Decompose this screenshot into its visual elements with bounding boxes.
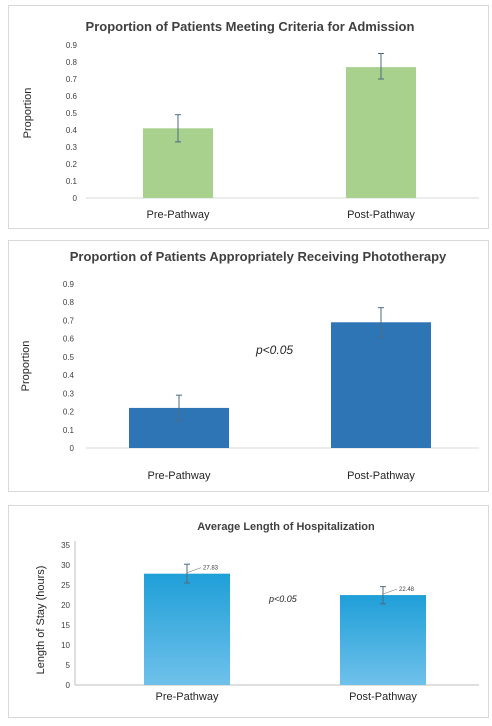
y-tick-label: 0.4 xyxy=(63,371,75,380)
x-tick-label: Pre-Pathway xyxy=(148,470,211,482)
y-tick-label: 20 xyxy=(61,601,70,610)
y-tick-label: 30 xyxy=(61,561,70,570)
x-tick-label: Post-Pathway xyxy=(347,209,415,221)
y-tick-label: 25 xyxy=(61,581,70,590)
y-axis-label: Length of Stay (hours) xyxy=(35,566,47,675)
y-tick-label: 0.2 xyxy=(63,408,75,417)
chart-panel-admission: Proportion of Patients Meeting Criteria … xyxy=(8,5,489,229)
y-tick-label: 0.9 xyxy=(66,41,78,50)
y-tick-label: 5 xyxy=(66,661,71,670)
bar-post-pathway xyxy=(340,595,426,685)
y-tick-label: 10 xyxy=(61,641,70,650)
chart-panel-length-of-stay: Average Length of Hospitalization Length… xyxy=(8,505,489,718)
chart-phototherapy: Proportion of Patients Appropriately Rec… xyxy=(20,249,479,482)
data-label: 27.83 xyxy=(203,566,219,572)
x-tick-label: Post-Pathway xyxy=(347,470,415,482)
y-tick-label: 0 xyxy=(70,444,75,453)
x-tick-label: Post-Pathway xyxy=(349,691,417,703)
y-tick-label: 0 xyxy=(66,681,71,690)
y-axis-label: Proportion xyxy=(22,88,34,139)
y-tick-label: 0.5 xyxy=(63,353,75,362)
data-label-leader xyxy=(382,588,398,595)
y-tick-label: 35 xyxy=(61,541,70,550)
y-tick-label: 0.3 xyxy=(66,143,78,152)
x-tick-label: Pre-Pathway xyxy=(156,691,219,703)
y-tick-label: 0.1 xyxy=(66,177,78,186)
y-axis-label: Proportion xyxy=(20,341,32,392)
y-tick-label: 0.7 xyxy=(66,75,78,84)
chart-admission: Proportion of Patients Meeting Criteria … xyxy=(22,19,479,221)
y-tick-label: 0.3 xyxy=(63,389,75,398)
x-tick-label: Pre-Pathway xyxy=(147,209,210,221)
data-label-leader xyxy=(186,567,202,573)
significance-annotation: p<0.05 xyxy=(268,594,298,604)
y-tick-label: 0.2 xyxy=(66,160,78,169)
y-tick-label: 0.9 xyxy=(63,280,75,289)
y-tick-label: 0.1 xyxy=(63,426,75,435)
chart-title: Proportion of Patients Appropriately Rec… xyxy=(70,249,447,264)
chart-title: Average Length of Hospitalization xyxy=(197,521,375,533)
chart-title: Proportion of Patients Meeting Criteria … xyxy=(86,19,415,34)
bar-post-pathway xyxy=(346,67,416,198)
y-tick-label: 15 xyxy=(61,621,70,630)
chart-panel-phototherapy: Proportion of Patients Appropriately Rec… xyxy=(8,240,489,492)
y-tick-label: 0.6 xyxy=(63,335,75,344)
y-tick-label: 0.6 xyxy=(66,92,78,101)
y-tick-label: 0.7 xyxy=(63,316,75,325)
y-tick-label: 0.8 xyxy=(63,298,75,307)
bar-post-pathway xyxy=(331,322,431,448)
y-tick-label: 0.8 xyxy=(66,58,78,67)
chart-length-of-stay: Average Length of Hospitalization Length… xyxy=(35,521,479,703)
y-tick-label: 0.4 xyxy=(66,126,78,135)
data-label: 22.48 xyxy=(399,587,415,593)
y-tick-label: 0.5 xyxy=(66,109,78,118)
significance-annotation: p<0.05 xyxy=(255,343,293,357)
bar-pre-pathway xyxy=(144,573,230,685)
y-tick-label: 0 xyxy=(73,194,78,203)
